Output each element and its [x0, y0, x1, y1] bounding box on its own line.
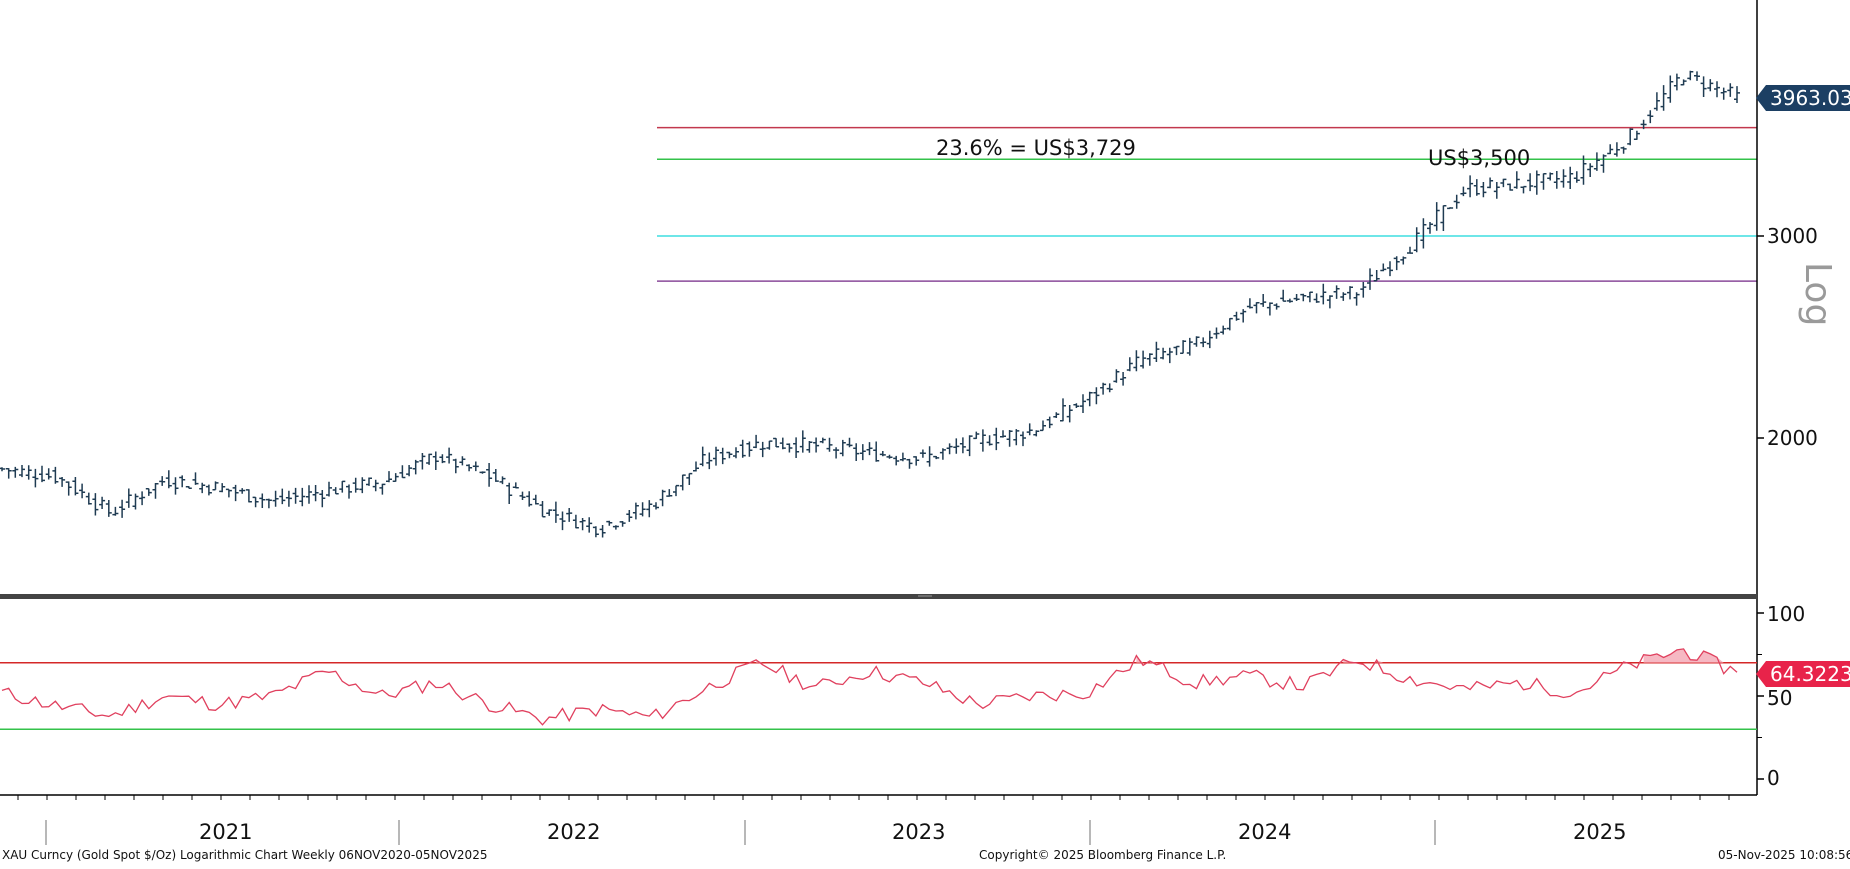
- fib-level-label: 23.6% = US$3,729: [936, 136, 1136, 160]
- pane-separator: [0, 594, 1757, 599]
- rsi-last-value-badge: 64.3223: [1756, 661, 1850, 687]
- price-tick-2000: 2000: [1767, 426, 1818, 450]
- year-label-2025: 2025: [1573, 820, 1627, 844]
- price-ohlc-bars: [0, 70, 1740, 538]
- rsi-line: [1, 648, 1738, 726]
- chart-description: XAU Curncy (Gold Spot $/Oz) Logarithmic …: [2, 848, 488, 862]
- year-label-2024: 2024: [1238, 820, 1292, 844]
- timestamp: 05-Nov-2025 10:08:56: [1718, 848, 1850, 862]
- rsi-tick-50: 50: [1767, 686, 1793, 710]
- rsi-overbought-fill: [756, 648, 1724, 663]
- year-label-2023: 2023: [892, 820, 946, 844]
- copyright: Copyright© 2025 Bloomberg Finance L.P.: [979, 848, 1227, 862]
- level-3500-label: US$3,500: [1428, 146, 1531, 170]
- year-label-2021: 2021: [199, 820, 253, 844]
- price-tick-3000: 3000: [1767, 224, 1818, 248]
- log-scale-label[interactable]: Log: [1797, 262, 1838, 327]
- rsi-tick-100: 100: [1767, 602, 1806, 626]
- year-label-2022: 2022: [547, 820, 601, 844]
- rsi-tick-0: 0: [1767, 766, 1780, 790]
- last-price-badge: 3963.03: [1756, 85, 1850, 111]
